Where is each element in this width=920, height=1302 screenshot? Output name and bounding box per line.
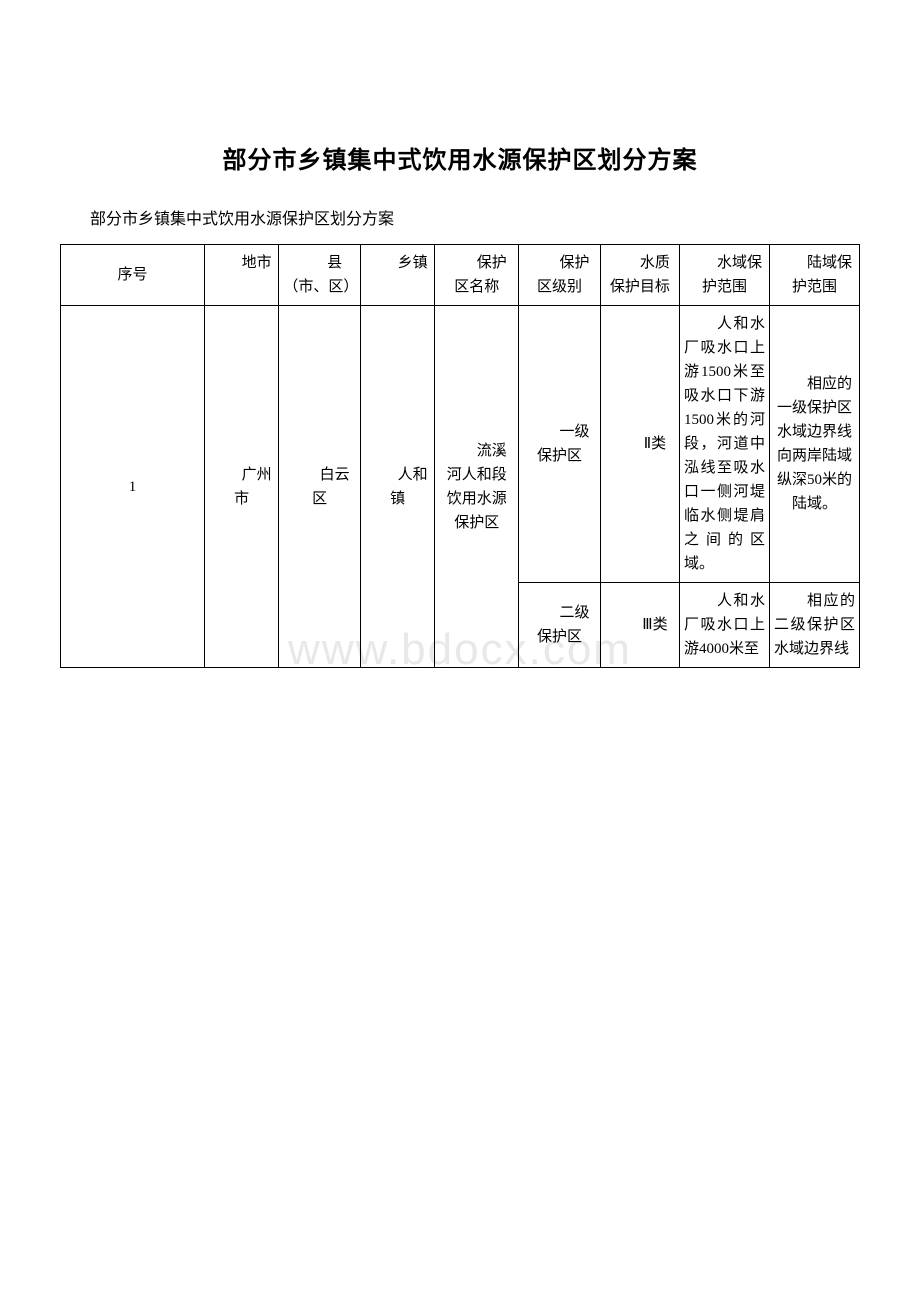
cell-land: 相应的一级保护区水域边界线向两岸陆域纵深50米的陆域。: [769, 306, 859, 583]
cell-city: 广州市: [204, 306, 278, 668]
document-content: 部分市乡镇集中式饮用水源保护区划分方案 部分市乡镇集中式饮用水源保护区划分方案 …: [60, 140, 860, 668]
header-land: 陆域保护范围: [769, 245, 859, 306]
table-header-row: 序号 地市 县（市、区） 乡镇 保护区名称 保护区级别 水质保护目标 水域保护范…: [61, 245, 860, 306]
header-water: 水域保护范围: [680, 245, 770, 306]
cell-town: 人和镇: [360, 306, 434, 668]
header-city: 地市: [204, 245, 278, 306]
header-quality: 水质保护目标: [600, 245, 679, 306]
cell-name: 流溪河人和段饮用水源保护区: [435, 306, 519, 668]
header-name: 保护区名称: [435, 245, 519, 306]
zoning-table: 序号 地市 县（市、区） 乡镇 保护区名称 保护区级别 水质保护目标 水域保护范…: [60, 244, 860, 668]
cell-land: 相应的二级保护区水域边界线: [769, 583, 859, 668]
header-county: 县（市、区）: [279, 245, 361, 306]
cell-county: 白云区: [279, 306, 361, 668]
cell-quality: Ⅲ类: [600, 583, 679, 668]
header-town: 乡镇: [360, 245, 434, 306]
header-seq: 序号: [61, 245, 205, 306]
cell-level: 一级保护区: [519, 306, 601, 583]
header-level: 保护区级别: [519, 245, 601, 306]
table-row: 1 广州市 白云区 人和镇 流溪河人和段饮用水源保护区 一级保护区 Ⅱ类 人和水…: [61, 306, 860, 583]
page-subtitle: 部分市乡镇集中式饮用水源保护区划分方案: [60, 205, 860, 229]
cell-water: 人和水厂吸水口上游4000米至: [680, 583, 770, 668]
cell-quality: Ⅱ类: [600, 306, 679, 583]
cell-level: 二级保护区: [519, 583, 601, 668]
page-title: 部分市乡镇集中式饮用水源保护区划分方案: [60, 140, 860, 175]
cell-seq: 1: [61, 306, 205, 668]
cell-water: 人和水厂吸水口上游1500米至吸水口下游1500米的河段，河道中泓线至吸水口一侧…: [680, 306, 770, 583]
